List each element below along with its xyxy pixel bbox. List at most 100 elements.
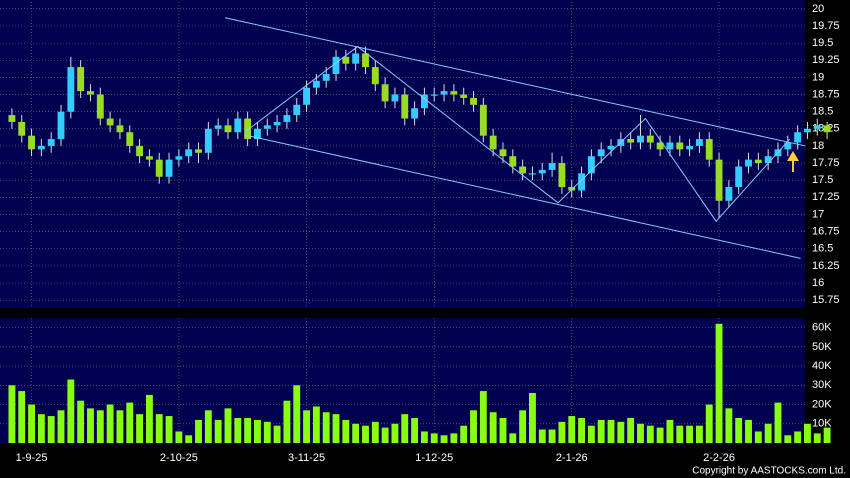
candle-body	[440, 91, 448, 95]
y-tick-label: 17.75	[812, 157, 840, 169]
volume-bar	[450, 433, 458, 443]
volume-bar	[332, 414, 340, 443]
volume-bar	[67, 379, 75, 443]
volume-bar	[411, 418, 419, 443]
candle-body	[656, 142, 664, 150]
candle-body	[676, 142, 684, 150]
candle-body	[77, 67, 85, 92]
candle-body	[666, 142, 674, 150]
copyright: Copyright by AASTOCKS.com Ltd.	[692, 466, 846, 477]
candle-body	[322, 73, 330, 81]
candle-body	[47, 139, 55, 146]
candle-body	[28, 135, 35, 150]
y-tick-label: 17.5	[812, 174, 833, 186]
candle-body	[312, 80, 320, 88]
volume-bar	[499, 418, 507, 443]
volume-bar	[214, 419, 222, 443]
candle-body	[538, 169, 546, 174]
candle-body	[754, 159, 762, 164]
volume-bar	[735, 418, 743, 443]
candle-body	[362, 53, 369, 68]
volume-bar	[578, 418, 585, 443]
volume-bar	[312, 406, 320, 443]
volume-bar	[705, 404, 713, 443]
y-tick-label: 40K	[812, 360, 832, 372]
volume-bar	[244, 418, 252, 443]
candle-body	[509, 156, 517, 167]
trend-line	[224, 17, 806, 147]
volume-bar	[116, 410, 124, 443]
volume-bar	[440, 435, 448, 443]
volume-bar	[519, 410, 527, 443]
y-tick-label: 60K	[812, 322, 832, 334]
candle-body	[548, 163, 556, 170]
candle-body	[646, 135, 654, 143]
y-tick-label: 16.25	[812, 260, 840, 272]
trend-line	[244, 134, 801, 259]
candle-body	[489, 135, 497, 150]
x-tick-label: 3-11-25	[288, 452, 325, 464]
candle-body	[578, 173, 585, 191]
volume-bar	[28, 404, 35, 443]
candle-body	[116, 125, 124, 133]
volume-bar	[715, 323, 723, 443]
volume-bar	[185, 435, 193, 443]
y-tick-label: 16.75	[812, 226, 840, 238]
candle-body	[18, 121, 26, 136]
candle-body	[470, 97, 477, 105]
candle-body	[263, 125, 271, 129]
candle-body	[745, 159, 752, 167]
candle-body	[558, 163, 566, 188]
candle-body	[587, 156, 595, 174]
volume-bar	[813, 433, 821, 443]
volume-bar	[725, 408, 733, 443]
x-tick-label: 1-12-25	[415, 452, 453, 464]
y-tick-label: 19.25	[812, 54, 840, 66]
candle-body	[381, 84, 389, 102]
volume-bar	[764, 423, 772, 443]
candle-body	[234, 118, 242, 133]
volume-bar	[342, 419, 350, 443]
volume-bar	[303, 410, 310, 443]
candle-body	[568, 187, 576, 191]
volume-bar	[754, 431, 762, 443]
candle-body	[273, 121, 281, 126]
volume-bar	[362, 425, 369, 443]
volume-bar	[479, 391, 487, 443]
volume-bar	[87, 408, 94, 443]
volume-bar	[352, 423, 360, 443]
candle-body	[204, 128, 212, 153]
volume-bar	[401, 414, 409, 443]
volume-bar	[489, 412, 497, 443]
volume-bar	[381, 427, 389, 443]
volume-bar	[470, 410, 477, 443]
volume-bar	[637, 423, 644, 443]
candle-body	[705, 139, 713, 160]
candle-body	[87, 91, 94, 95]
volume-bar	[804, 423, 811, 443]
volume-bar	[47, 416, 55, 443]
volume-bar	[155, 414, 163, 443]
volume-bar	[568, 416, 576, 443]
candle-body	[136, 145, 144, 157]
volume-bar	[597, 419, 605, 443]
candle-body	[794, 132, 802, 143]
volume-bar	[656, 427, 664, 443]
y-tick-label: 20	[812, 3, 824, 15]
candle-body	[529, 173, 536, 175]
candle-body	[352, 53, 360, 64]
candle-body	[401, 94, 409, 119]
volume-bar	[204, 410, 212, 443]
volume-bar	[126, 402, 134, 443]
candle-body	[145, 156, 153, 160]
candle-body	[430, 94, 438, 96]
volume-bar	[745, 419, 752, 443]
volume-bar	[273, 425, 281, 443]
candle-body	[283, 115, 291, 122]
candle-body	[371, 67, 379, 85]
volume-bar	[558, 421, 566, 443]
candle-body	[67, 67, 75, 112]
x-tick-label: 2-2-26	[703, 452, 735, 464]
candle-body	[479, 104, 487, 136]
